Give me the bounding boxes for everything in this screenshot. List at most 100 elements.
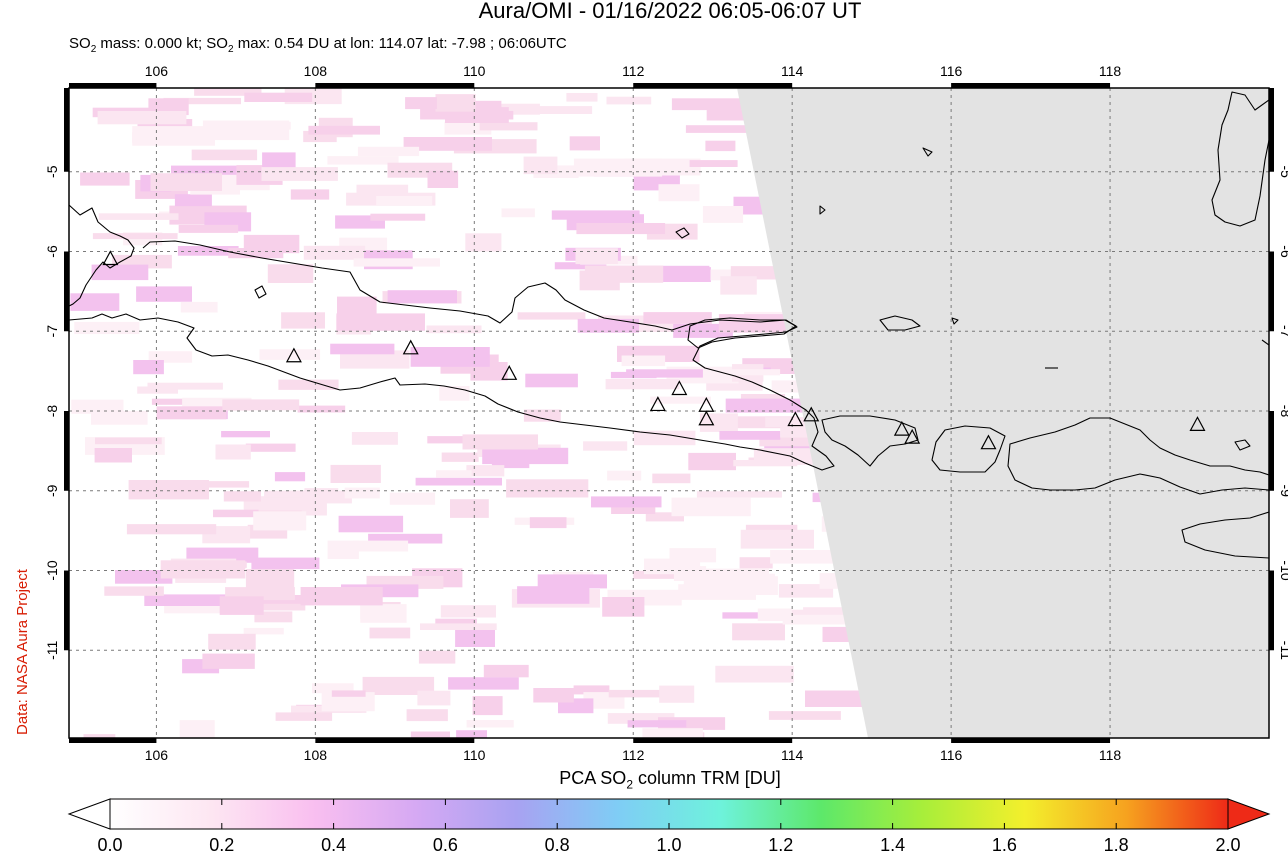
so2-pixel bbox=[215, 444, 251, 460]
so2-pixel bbox=[267, 264, 314, 283]
coastline-kalimantan bbox=[1211, 91, 1269, 227]
so2-pixel bbox=[608, 689, 668, 698]
so2-pixel bbox=[160, 560, 246, 579]
so2-pixel bbox=[406, 709, 448, 722]
so2-pixel bbox=[642, 728, 703, 738]
so2-pixel bbox=[705, 140, 736, 152]
so2-pixel bbox=[83, 734, 116, 738]
so2-pixel bbox=[245, 443, 296, 452]
so2-pixel bbox=[327, 540, 359, 559]
lon-tick-label-top: 118 bbox=[1099, 63, 1122, 79]
lat-tick-label-left: -5 bbox=[44, 165, 60, 178]
so2-pixel bbox=[435, 94, 476, 112]
so2-pixel bbox=[659, 685, 695, 703]
volcano-icon bbox=[402, 339, 419, 355]
so2-pixel bbox=[517, 312, 586, 320]
so2-pixel bbox=[259, 349, 321, 360]
so2-pixel bbox=[264, 490, 303, 498]
coastline-small-3 bbox=[254, 285, 267, 299]
coastline-kangean bbox=[879, 315, 921, 331]
bottom-border-bar bbox=[951, 738, 1111, 743]
so2-pixel bbox=[426, 325, 482, 334]
so2-pixel bbox=[338, 515, 404, 533]
lon-tick-label-top: 106 bbox=[145, 63, 169, 79]
so2-pixel bbox=[353, 258, 440, 267]
so2-pixel bbox=[340, 350, 410, 369]
graticule bbox=[69, 88, 1269, 738]
so2-pixel bbox=[650, 396, 711, 404]
so2-pixel bbox=[671, 98, 749, 111]
so2-pixel bbox=[644, 558, 698, 575]
so2-pixel bbox=[673, 323, 733, 338]
coastline-small-6 bbox=[951, 317, 959, 325]
so2-pixel bbox=[330, 343, 395, 355]
so2-pixel bbox=[202, 653, 255, 669]
so2-pixel bbox=[208, 633, 256, 650]
so2-pixel bbox=[523, 156, 558, 175]
so2-pixel bbox=[418, 650, 456, 664]
lat-tick-label-left: -6 bbox=[44, 245, 60, 258]
left-border-bar bbox=[64, 88, 69, 172]
so2-pixel bbox=[223, 491, 261, 502]
so2-pixel bbox=[228, 248, 284, 259]
so2-pixel bbox=[554, 262, 607, 270]
lat-tick-label-right: -11 bbox=[1278, 641, 1288, 660]
volcano-icon bbox=[904, 428, 921, 444]
so2-pixel bbox=[94, 448, 132, 463]
colorbar-ticks: 0.0 0.2 0.4 0.6 0.8 1.0 1.2 1.4 1.6 1.8 2.0 bbox=[97, 799, 1241, 855]
so2-pixel bbox=[725, 398, 805, 413]
so2-pixel bbox=[321, 692, 375, 712]
so2-pixel bbox=[573, 685, 610, 695]
coastline-small-4 bbox=[819, 205, 826, 215]
so2-pixel bbox=[244, 92, 313, 102]
lat-tick-label-left: -8 bbox=[44, 405, 60, 418]
so2-pixel bbox=[136, 286, 192, 302]
lon-tick-label-bottom: 110 bbox=[463, 747, 486, 763]
so2-pixel bbox=[465, 233, 502, 252]
so2-pixel bbox=[583, 441, 628, 451]
so2-pixel bbox=[207, 121, 291, 130]
so2-pixel bbox=[183, 481, 250, 488]
colorbar-over-arrow bbox=[1227, 798, 1271, 830]
so2-pixel bbox=[732, 623, 785, 641]
so2-pixel bbox=[213, 509, 259, 518]
top-border-bar bbox=[69, 83, 157, 88]
so2-pixel bbox=[584, 265, 664, 283]
coastline-madura bbox=[687, 317, 797, 349]
lat-tick-label-left: -10 bbox=[44, 560, 60, 580]
so2-pixel bbox=[219, 596, 264, 615]
so2-pixel bbox=[575, 248, 618, 265]
so2-pixel bbox=[671, 497, 751, 517]
so2-pixel bbox=[525, 373, 578, 388]
so2-pixel bbox=[715, 665, 794, 683]
so2-pixel bbox=[74, 321, 140, 335]
so2-pixel bbox=[569, 136, 600, 151]
so2-pixel bbox=[607, 713, 675, 724]
so2-pixel bbox=[733, 460, 798, 467]
so2-pixel bbox=[626, 369, 703, 378]
so2-pixel bbox=[278, 379, 339, 390]
lon-tick-label-bottom: 114 bbox=[781, 747, 804, 763]
so2-pixel bbox=[720, 276, 757, 295]
so2-pixel bbox=[645, 512, 684, 522]
so2-pixel bbox=[466, 720, 514, 728]
so2-pixel bbox=[330, 464, 381, 483]
so2-pixel bbox=[479, 122, 538, 131]
so2-pixel bbox=[607, 470, 642, 481]
so2-pixel bbox=[148, 98, 189, 116]
coastline-small-1 bbox=[675, 227, 690, 239]
so2-pixel bbox=[688, 452, 736, 471]
so2-pixel bbox=[180, 301, 218, 313]
lon-tick-label-top: 108 bbox=[304, 63, 328, 79]
so2-pixel bbox=[115, 570, 173, 584]
lat-tick-label-right: -7 bbox=[1278, 325, 1288, 338]
so2-pixel bbox=[482, 447, 569, 465]
so2-pixel bbox=[410, 731, 450, 738]
so2-pixel bbox=[472, 696, 503, 716]
volcano-icon bbox=[671, 380, 688, 396]
colorbar-tick-label: 1.8 bbox=[1104, 835, 1129, 855]
so2-pixel bbox=[245, 569, 295, 588]
lat-tick-label-right: -9 bbox=[1278, 485, 1288, 498]
so2-pixel bbox=[177, 246, 239, 256]
so2-pixel bbox=[435, 618, 477, 626]
